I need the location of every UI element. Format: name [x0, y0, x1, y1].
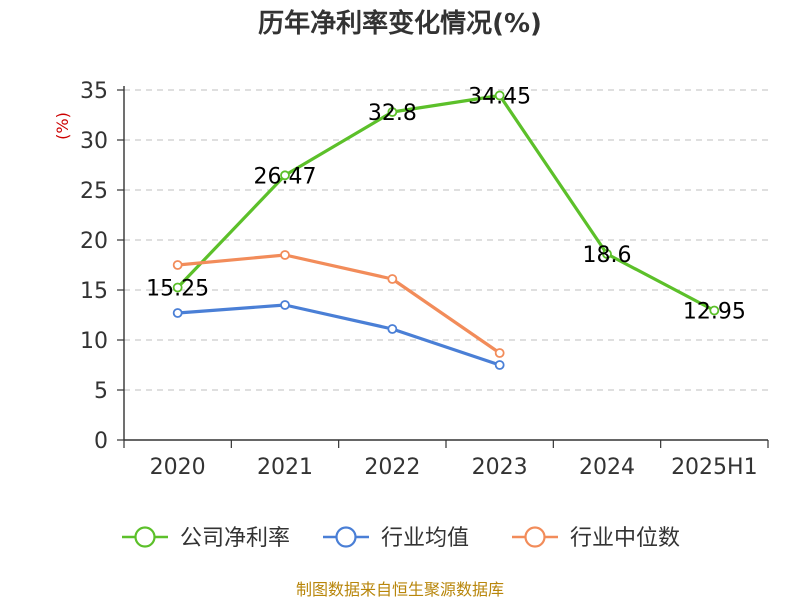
x-tick-label: 2024: [579, 455, 635, 480]
series-lines: [172, 90, 720, 370]
legend: 公司净利率 行业均值 行业中位数: [122, 526, 680, 551]
y-tick-label: 30: [80, 129, 108, 154]
y-tick-label: 5: [94, 379, 108, 404]
x-tick-label: 2023: [472, 455, 528, 480]
x-tick-label: 2020: [150, 455, 206, 480]
data-point: [494, 348, 505, 358]
data-point: [602, 249, 612, 259]
data-label: 15.25: [146, 277, 209, 302]
series-line-1: [177, 303, 501, 367]
data-point: [172, 282, 183, 293]
chart-title: 历年净利率变化情况(%): [258, 8, 542, 39]
data-point: [172, 260, 183, 270]
x-tick-label: 2025H1: [671, 455, 758, 480]
y-tick-label: 15: [80, 279, 108, 304]
legend-entry: 行业均值: [381, 526, 469, 551]
source-note: 制图数据来自恒生聚源数据库: [296, 580, 504, 599]
series-line-2: [177, 253, 501, 355]
data-point: [387, 274, 398, 284]
data-point: [172, 308, 183, 318]
data-point: [280, 170, 290, 181]
data-labels: 15.25 26.47 32.8 34.45 18.6 12.95: [146, 85, 746, 325]
x-tick-label: 2022: [364, 455, 420, 480]
series-line-0: [176, 93, 716, 312]
y-tick-labels: 0 5 10 15 20 25 30 35: [80, 79, 124, 454]
legend-marker: [524, 526, 546, 548]
y-tick-label: 10: [80, 329, 108, 354]
x-tick-labels: 2020 2021 2022 2023 2024 2025H1: [123, 440, 769, 480]
y-axis-label: (%): [53, 112, 72, 140]
y-tick-label: 0: [94, 429, 108, 454]
data-point: [280, 250, 290, 260]
legend-marker: [335, 526, 357, 548]
y-tick-label: 20: [80, 229, 108, 254]
legend-entry: 公司净利率: [180, 526, 290, 551]
y-tick-label: 25: [80, 179, 108, 204]
data-point: [494, 90, 505, 101]
data-label: 34.45: [468, 85, 531, 110]
data-point: [387, 324, 398, 334]
data-label: 12.95: [683, 300, 746, 325]
data-label: 18.6: [583, 243, 632, 268]
data-point: [280, 300, 290, 310]
data-point: [387, 107, 398, 117]
legend-entry: 行业中位数: [570, 526, 680, 551]
grid-lines: [124, 89, 768, 391]
data-point: [494, 360, 505, 370]
data-label: 26.47: [254, 164, 317, 189]
legend-marker: [134, 526, 156, 548]
x-tick-label: 2021: [257, 455, 313, 480]
data-point: [709, 305, 720, 316]
axes: [123, 86, 768, 441]
data-label: 32.8: [368, 101, 417, 126]
y-tick-label: 35: [80, 79, 108, 104]
